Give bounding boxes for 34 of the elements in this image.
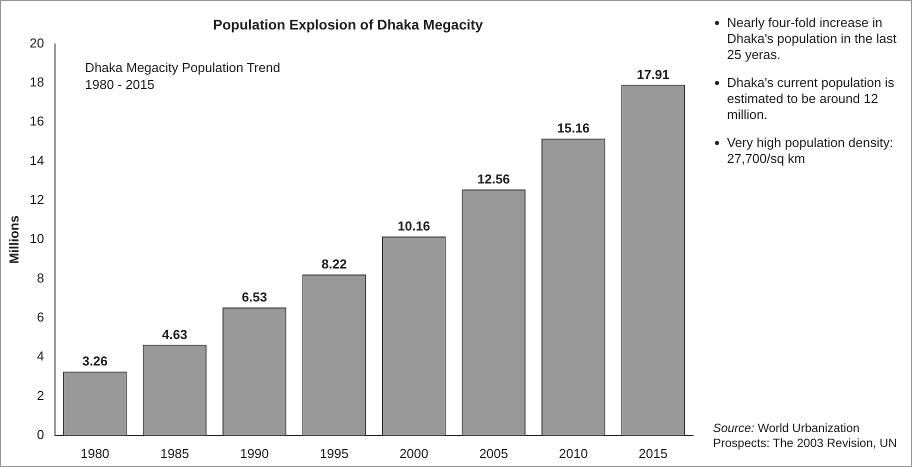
x-tick-label: 2010 [558,446,588,461]
text: Nearly four-fold increase in Dhaka's population in the last 25 yeras. [727,15,898,63]
chart-title: Population Explosion of Dhaka Megacity [213,16,484,32]
data-label: 6.53 [242,290,268,305]
data-label: 10.16 [398,218,430,234]
x-tick-label: 1995 [320,446,349,461]
data-label: 3.26 [82,354,108,369]
text: Dhaka Megacity Population Trend 1980 - 2015 [85,60,280,92]
y-tick-label: 4 [36,348,44,364]
x-tick-label: 1980 [80,446,110,461]
y-tick-label: 20 [30,35,44,50]
x-tick-label: 1990 [240,446,269,461]
y-tick-label: 10 [30,231,44,246]
y-tick-label: 8 [36,270,44,286]
data-label: 12.56 [477,172,510,187]
data-label: 8.22 [322,256,347,272]
x-tick-label: 2005 [479,446,508,461]
y-tick-label: 6 [36,310,44,324]
data-label: 15.16 [557,120,590,136]
y-axis-title: Millions [6,215,22,264]
data-label: 4.63 [162,326,188,342]
x-tick-label: 2015 [638,446,668,461]
text: Dhaka's current population is estimated to be around 12 million. [727,75,896,123]
source-note: Source: World Urbanization Prospects: The 2003 Revision, UN [713,421,898,451]
y-tick-label: 18 [30,74,44,90]
x-tick-label: 1985 [160,446,190,461]
data-label: 17.91 [636,66,670,82]
y-tick-label: 14 [30,152,44,168]
x-tick-label: 2000 [399,446,428,461]
y-tick-label: 12 [30,192,44,208]
y-tick-label: 0 [36,426,44,442]
y-tick-label: 2 [36,388,44,403]
y-tick-label: 16 [30,114,44,129]
text: Very high population density: 27,700/sq km [727,135,894,167]
